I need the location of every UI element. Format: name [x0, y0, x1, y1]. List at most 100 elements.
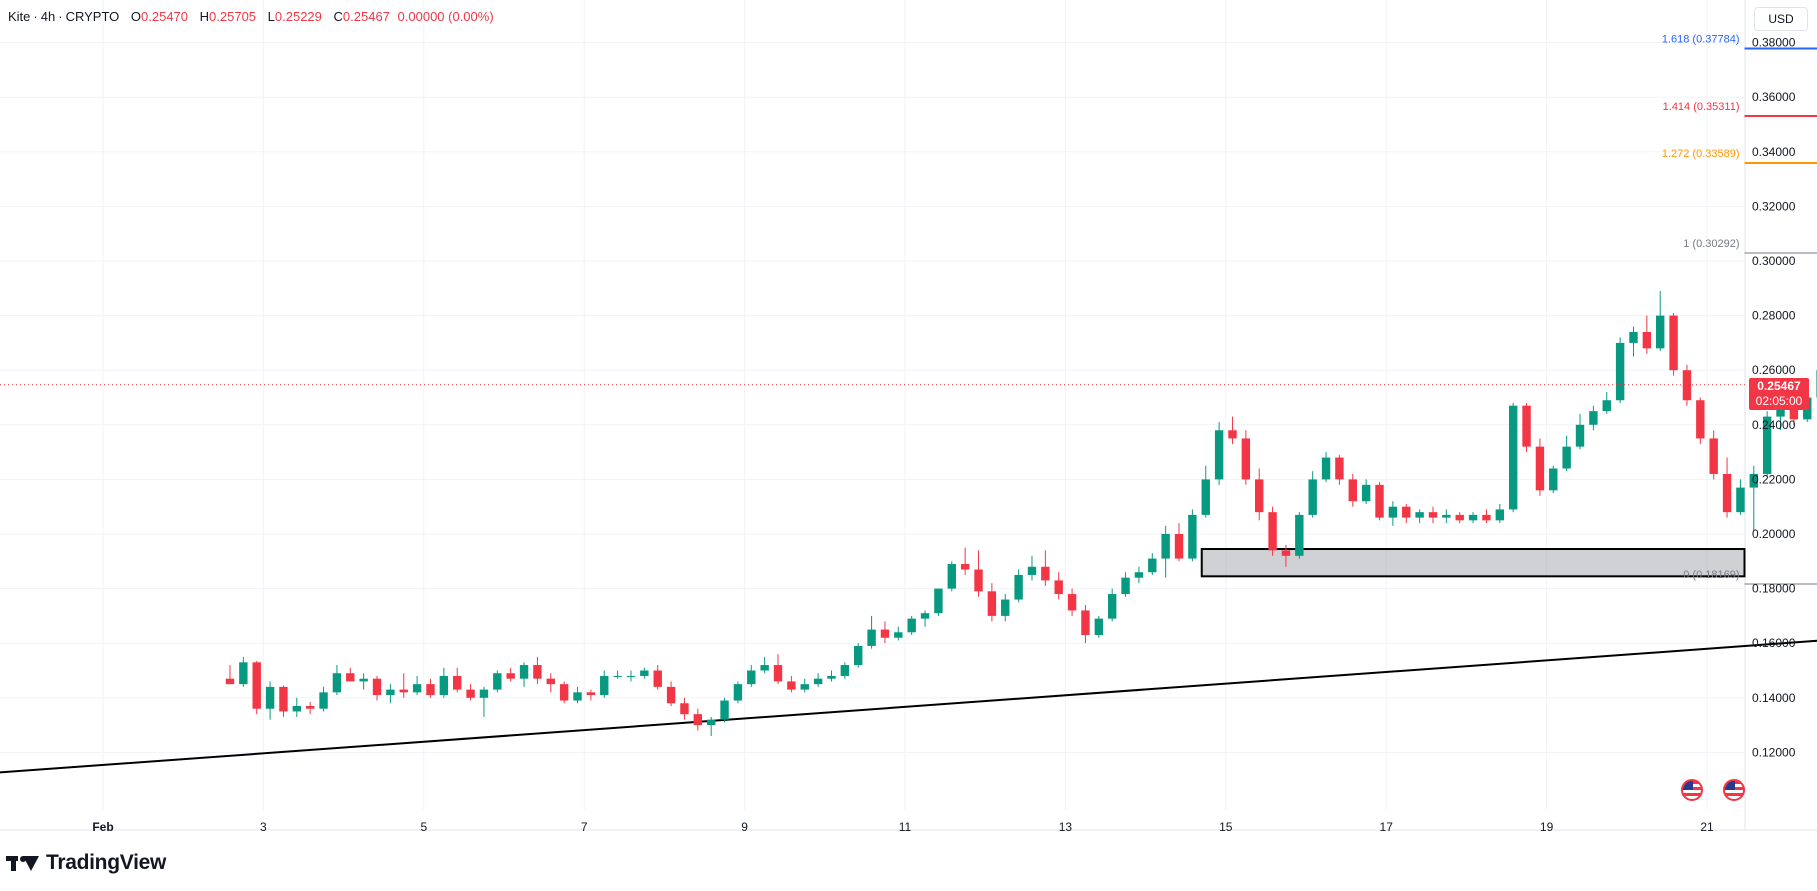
- candle-body: [1562, 446, 1571, 469]
- candle-body: [840, 665, 850, 676]
- candle-body: [1468, 514, 1478, 521]
- candle-body: [1188, 514, 1197, 559]
- candle-body: [827, 675, 836, 679]
- candle-body: [1549, 468, 1558, 491]
- candle-body: [319, 692, 328, 709]
- candle-body: [1789, 405, 1799, 420]
- candle-body: [680, 703, 689, 715]
- us-flag-event-icon[interactable]: [1723, 779, 1745, 801]
- currency-selector[interactable]: USD: [1754, 7, 1808, 31]
- candle-body: [867, 629, 876, 646]
- legend-close: 0.25467: [342, 9, 390, 24]
- candle-body: [1001, 599, 1010, 616]
- candle-body: [1255, 479, 1264, 513]
- legend-open: 0.25470: [141, 9, 189, 24]
- candle-body: [787, 681, 796, 690]
- candle-body: [1081, 610, 1090, 636]
- time-axis[interactable]: Feb3579111315171921232527Mar35791113: [92, 820, 1817, 834]
- legend-change: 0.00000 (0.00%): [397, 9, 494, 24]
- candle-body: [1508, 405, 1518, 510]
- candle-body: [666, 686, 676, 704]
- candle-body: [533, 665, 542, 679]
- candle-body: [439, 675, 449, 696]
- legend-exchange: CRYPTO: [65, 9, 120, 24]
- price-tick-label: 0.26000: [1752, 363, 1796, 377]
- price-tick-label: 0.16000: [1752, 636, 1796, 650]
- legend-high: 0.25705: [209, 9, 257, 24]
- candle-body: [1656, 315, 1665, 349]
- support-zone-rect: [1200, 548, 1746, 578]
- price-tick-label: 0.30000: [1752, 254, 1796, 268]
- candle-body: [586, 692, 596, 696]
- candle-body: [1522, 405, 1531, 447]
- support-zones: [1200, 548, 1746, 578]
- candle-body: [1722, 473, 1732, 513]
- time-tick-label: Feb: [92, 820, 113, 834]
- legend-interval: 4h: [40, 9, 56, 24]
- candle-body: [747, 670, 756, 685]
- candle-body: [1348, 479, 1357, 502]
- tradingview-logo[interactable]: TradingView: [6, 851, 166, 875]
- fib-level-label: 1 (0.30292): [1683, 238, 1739, 250]
- candle-body: [1241, 438, 1251, 480]
- candle-body: [493, 673, 502, 690]
- price-tick-label: 0.32000: [1752, 199, 1796, 213]
- candle-body: [412, 684, 422, 693]
- price-tick-label: 0.14000: [1752, 691, 1796, 705]
- time-tick-label: 11: [899, 820, 912, 834]
- candle-body: [1776, 405, 1785, 417]
- candle-body: [1174, 534, 1184, 559]
- candle-body: [1482, 514, 1491, 521]
- candle-body: [426, 684, 435, 696]
- candle-body: [265, 686, 275, 709]
- legend-separator: ·: [58, 9, 63, 24]
- us-flag-event-icon[interactable]: [1681, 779, 1703, 801]
- candle-body: [1442, 514, 1451, 518]
- candle-body: [854, 645, 863, 666]
- candle-body: [359, 678, 368, 682]
- candle-body: [880, 629, 890, 638]
- candle-body: [1094, 618, 1104, 636]
- last-price-tag: 0.25467 02:05:00: [1749, 378, 1809, 410]
- symbol-legend: Kite · 4h · CRYPTO O0.25470 H0.25705 L0.2522…: [8, 9, 494, 24]
- candle-body: [225, 678, 235, 685]
- candle-body: [1375, 484, 1384, 518]
- candle-body: [573, 692, 582, 701]
- candle-body: [720, 700, 729, 720]
- fib-level-label: 1.414 (0.35311): [1663, 101, 1740, 113]
- candle-body: [1709, 438, 1718, 474]
- candle-body: [1295, 514, 1304, 556]
- legend-symbol[interactable]: Kite: [8, 9, 31, 24]
- legend-high-key: H: [199, 9, 210, 24]
- candle-body: [613, 675, 622, 677]
- legend-close-key: C: [333, 9, 343, 24]
- time-tick-label: 13: [1059, 820, 1073, 834]
- time-tick-label: 7: [581, 820, 588, 834]
- legend-separator: ·: [33, 9, 38, 24]
- price-tick-label: 0.20000: [1752, 527, 1796, 541]
- candle-body: [947, 564, 956, 589]
- candle-body: [1696, 400, 1705, 439]
- candle-body: [1027, 566, 1037, 575]
- candle-body: [733, 684, 743, 701]
- fib-level-label: 1.272 (0.33589): [1662, 148, 1740, 160]
- candle-body: [1535, 446, 1545, 491]
- price-tick-label: 0.12000: [1752, 745, 1796, 759]
- price-axis[interactable]: 0.12000 0.14000 0.16000 0.18000 0.20000 0.220…: [1752, 36, 1796, 760]
- legend-open-key: O: [130, 9, 142, 24]
- price-tick-label: 0.34000: [1752, 145, 1796, 159]
- candle-body: [1281, 550, 1291, 556]
- candle-body: [1629, 331, 1638, 343]
- candle-body: [466, 689, 475, 698]
- ascending-trendline: [0, 639, 1817, 774]
- candle-body: [546, 678, 555, 685]
- candle-body: [1201, 479, 1210, 515]
- candle-body: [1134, 572, 1144, 578]
- candle-body: [1642, 331, 1652, 349]
- time-tick-label: 3: [260, 820, 267, 834]
- price-tick-label: 0.24000: [1752, 418, 1796, 432]
- candle-body: [1749, 473, 1758, 488]
- candle-body: [1589, 411, 1598, 425]
